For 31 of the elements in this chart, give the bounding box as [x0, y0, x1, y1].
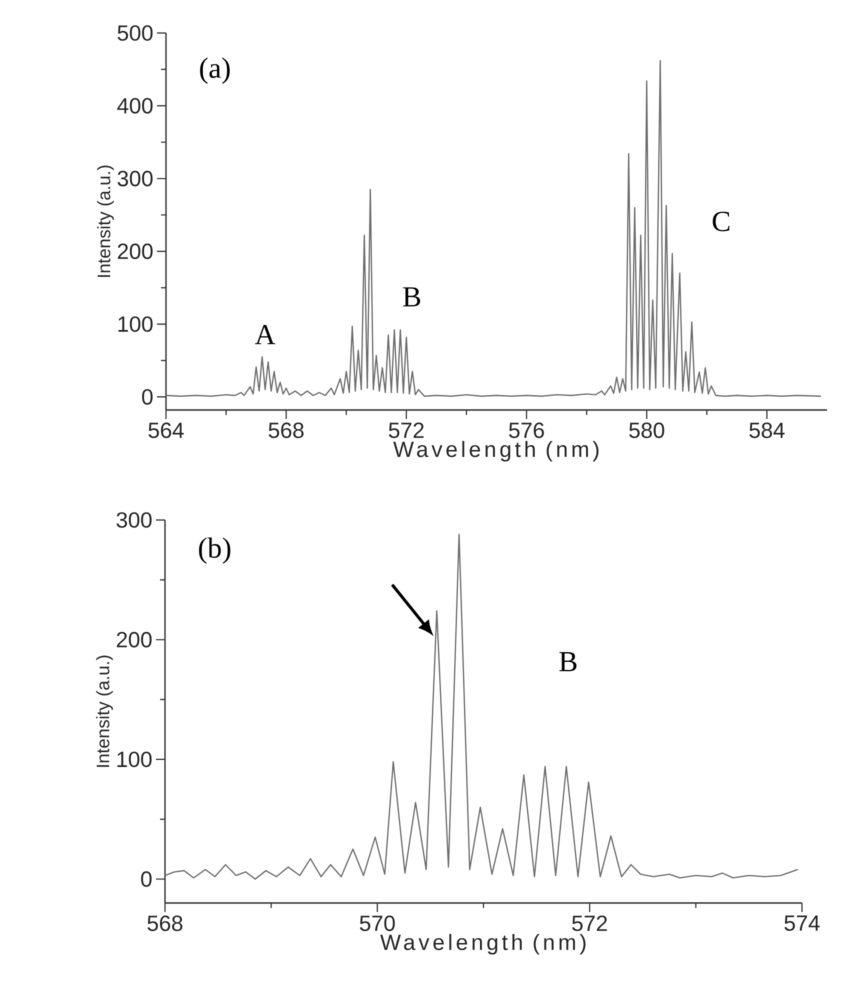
x-tick-label: 580 [629, 422, 664, 438]
y-tick-label: 0 [141, 871, 152, 887]
y-tick-label: 200 [116, 632, 152, 648]
x-tick-label: 568 [268, 422, 304, 438]
line-series [164, 534, 798, 880]
x-axis-title: Wavelength (nm) [380, 934, 586, 954]
x-tick-label: 584 [749, 422, 785, 438]
y-tick-label: 400 [117, 98, 153, 114]
y-tick-label: 100 [117, 752, 152, 768]
x-tick-label: 570 [360, 916, 395, 932]
y-tick-label: 500 [118, 25, 153, 41]
annotation: C [712, 212, 730, 232]
x-tick-label: 568 [148, 916, 182, 932]
x-axis-title: Wavelength (nm) [393, 440, 598, 462]
y-axis-title: Intensity (a.u.) [97, 166, 114, 277]
x-tick-label: 572 [572, 916, 607, 932]
y-axis-title: Intensity (a.u.) [96, 656, 113, 767]
annotation: A [254, 325, 276, 344]
x-tick-label: 574 [784, 916, 820, 931]
annotation: B [559, 652, 576, 672]
x-tick-label: 576 [509, 422, 544, 438]
y-tick-label: 300 [116, 512, 152, 528]
y-tick-label: 100 [118, 316, 153, 332]
y-tick-label: 300 [118, 170, 153, 186]
annotation: (b) [199, 537, 230, 564]
x-tick-label: 564 [148, 422, 184, 438]
annotation: B [403, 287, 420, 306]
x-tick-label: 572 [388, 422, 424, 438]
y-tick-label: 0 [142, 389, 153, 405]
y-tick-label: 200 [118, 244, 153, 260]
annotation: (a) [200, 58, 230, 84]
